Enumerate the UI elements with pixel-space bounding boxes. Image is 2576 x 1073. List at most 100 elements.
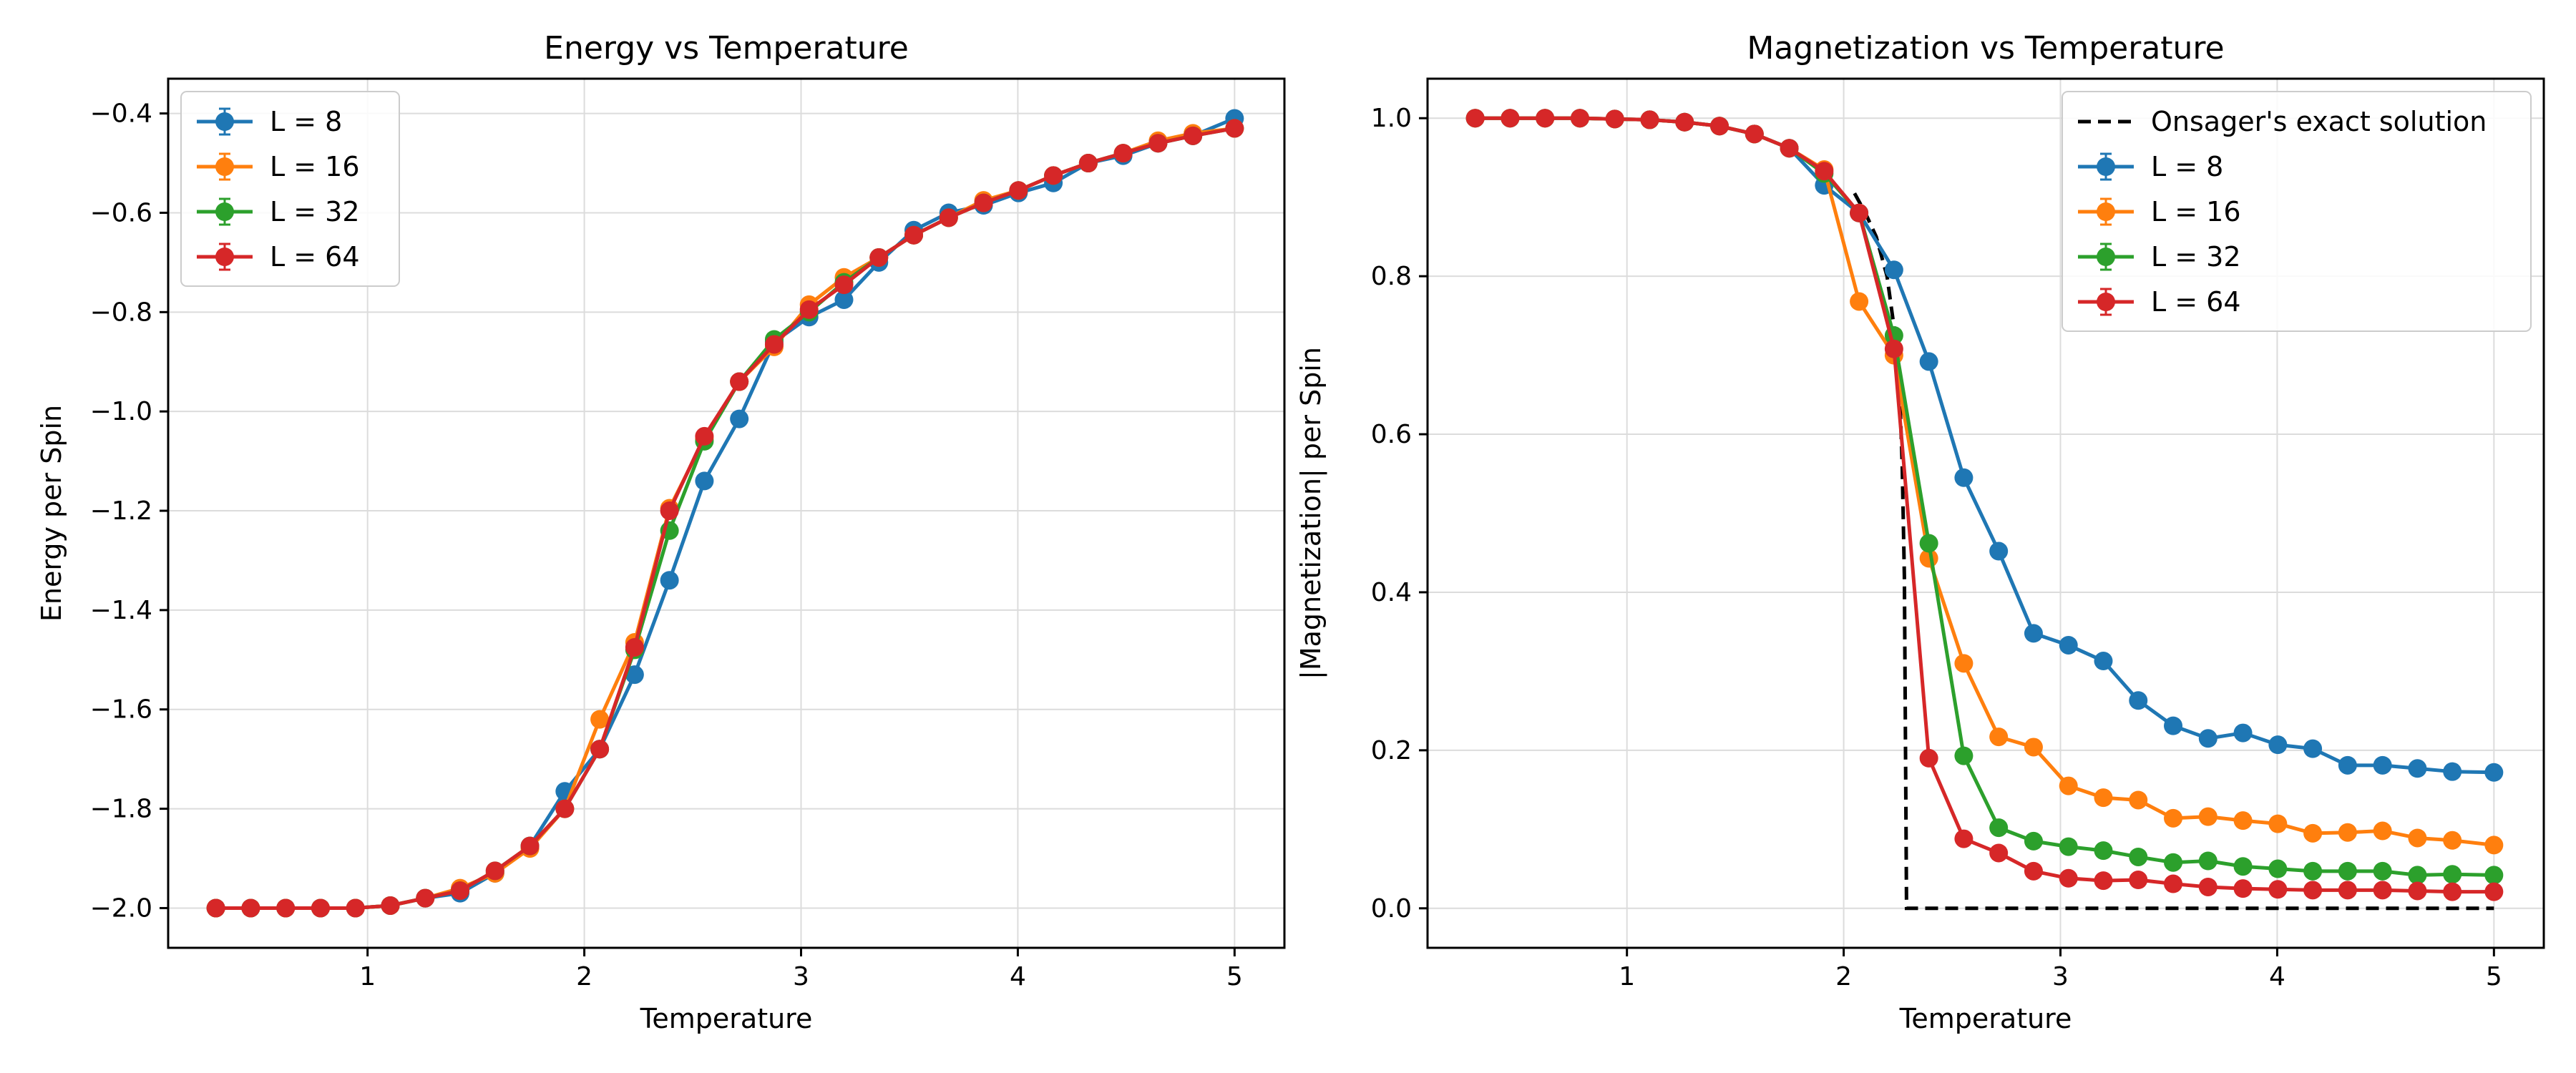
y-tick-label: 1.0 [1371, 104, 1412, 133]
data-point [1884, 339, 1903, 358]
data-point [2024, 738, 2043, 757]
data-point [1605, 109, 1624, 129]
legend-marker [2097, 157, 2115, 176]
data-point [2198, 877, 2218, 896]
data-point [730, 409, 749, 428]
y-axis-label: |Magnetization| per Spin [1295, 347, 1327, 680]
data-point [2129, 691, 2148, 710]
data-point [2484, 763, 2504, 782]
series-l-64 [206, 119, 1244, 918]
data-point [2233, 723, 2253, 743]
data-point [764, 335, 784, 354]
x-tick-label: 4 [2269, 962, 2285, 991]
data-point [590, 710, 610, 729]
data-point [2094, 871, 2113, 891]
data-point [1919, 748, 1938, 768]
data-point [2373, 881, 2392, 900]
x-tick-label: 1 [1619, 962, 1635, 991]
plot-frame [167, 77, 1286, 949]
data-point [1919, 534, 1938, 553]
legend-marker [215, 202, 234, 221]
data-point [2164, 853, 2183, 872]
legend-entry: L = 16 [197, 151, 360, 182]
legend: L = 8 L = 16 L = 32 L = 64 [180, 91, 400, 287]
data-point [2268, 859, 2288, 878]
legend-entry: L = 8 [2078, 151, 2223, 182]
data-point [1044, 166, 1063, 185]
legend-marker [2097, 293, 2115, 311]
data-point [451, 881, 470, 901]
legend-entry: L = 64 [197, 241, 360, 273]
data-point [241, 898, 260, 918]
data-point [904, 225, 924, 245]
data-point [2373, 755, 2392, 775]
data-point [2198, 851, 2218, 871]
data-point [1225, 119, 1244, 138]
y-tick-label: −2.0 [90, 893, 152, 923]
data-point [1884, 260, 1903, 280]
data-point [2373, 821, 2392, 841]
legend-entry: L = 8 [197, 106, 342, 137]
legend-marker [2097, 202, 2115, 221]
data-point [416, 888, 435, 908]
x-tick-label: 5 [1226, 962, 1243, 991]
x-tick-label: 4 [1010, 962, 1026, 991]
data-point [1989, 542, 2009, 561]
data-point [1465, 109, 1485, 128]
legend: Onsager's exact solution L = 8 L = 16 L = 3… [2062, 91, 2532, 332]
legend-label: L = 32 [270, 196, 360, 227]
legend-label: L = 64 [270, 241, 360, 273]
data-point [2303, 823, 2323, 843]
data-point [1919, 352, 1938, 371]
data-point [1009, 181, 1028, 200]
data-point [2233, 879, 2253, 898]
x-tick-label: 3 [2052, 962, 2069, 991]
data-point [2338, 861, 2357, 881]
data-point [2164, 716, 2183, 735]
magnetization-chart: 1 2 3 4 5 0.0 0.2 0.4 0.6 0.8 1.0 Magnetization vs … [1295, 30, 2545, 1034]
data-point [2443, 882, 2462, 901]
data-point [2164, 808, 2183, 828]
data-point [2408, 866, 2427, 885]
data-point [2268, 880, 2288, 899]
data-point [2059, 635, 2078, 655]
data-point [1850, 203, 1869, 222]
energy-chart: 1 2 3 4 5 −2.0 −1.8 −1.6 −1.4 −1.2 −1.0 −0.8 −0.6 −0.… [36, 30, 1286, 1034]
legend-entry: Onsager's exact solution [2078, 106, 2487, 137]
data-point [1815, 162, 1834, 181]
data-point [834, 275, 854, 295]
x-axis-label: Temperature [1899, 1003, 2072, 1034]
legend-entry: L = 64 [2078, 286, 2241, 318]
energy-grid [168, 79, 1284, 948]
y-tick-label: −1.6 [90, 695, 152, 725]
data-point [276, 898, 296, 918]
y-tick-label: 0.4 [1371, 578, 1412, 607]
data-point [974, 193, 993, 212]
data-point [1078, 154, 1098, 173]
data-point [660, 571, 679, 590]
data-point [2373, 861, 2392, 881]
data-point [2338, 881, 2357, 900]
legend-label: L = 8 [270, 106, 342, 137]
y-tick-label: −0.6 [90, 198, 152, 227]
data-point [2059, 868, 2078, 888]
data-point [555, 799, 575, 818]
y-axis-label: Energy per Spin [36, 405, 67, 622]
data-point [1989, 727, 2009, 747]
legend-marker [2097, 248, 2115, 266]
data-point [625, 637, 644, 657]
data-point [1989, 818, 2009, 838]
legend-marker [215, 112, 234, 131]
y-tick-label: 0.6 [1371, 420, 1412, 449]
y-tick-label: −0.4 [90, 99, 152, 129]
data-point [799, 300, 819, 319]
data-point [2408, 881, 2427, 901]
data-point [2059, 837, 2078, 856]
data-point [2443, 831, 2462, 850]
y-tick-label: 0.2 [1371, 736, 1412, 765]
legend-label: L = 64 [2151, 286, 2241, 318]
x-axis-label: Temperature [640, 1003, 813, 1034]
data-point [311, 898, 330, 918]
y-tick-label: −1.2 [90, 496, 152, 526]
